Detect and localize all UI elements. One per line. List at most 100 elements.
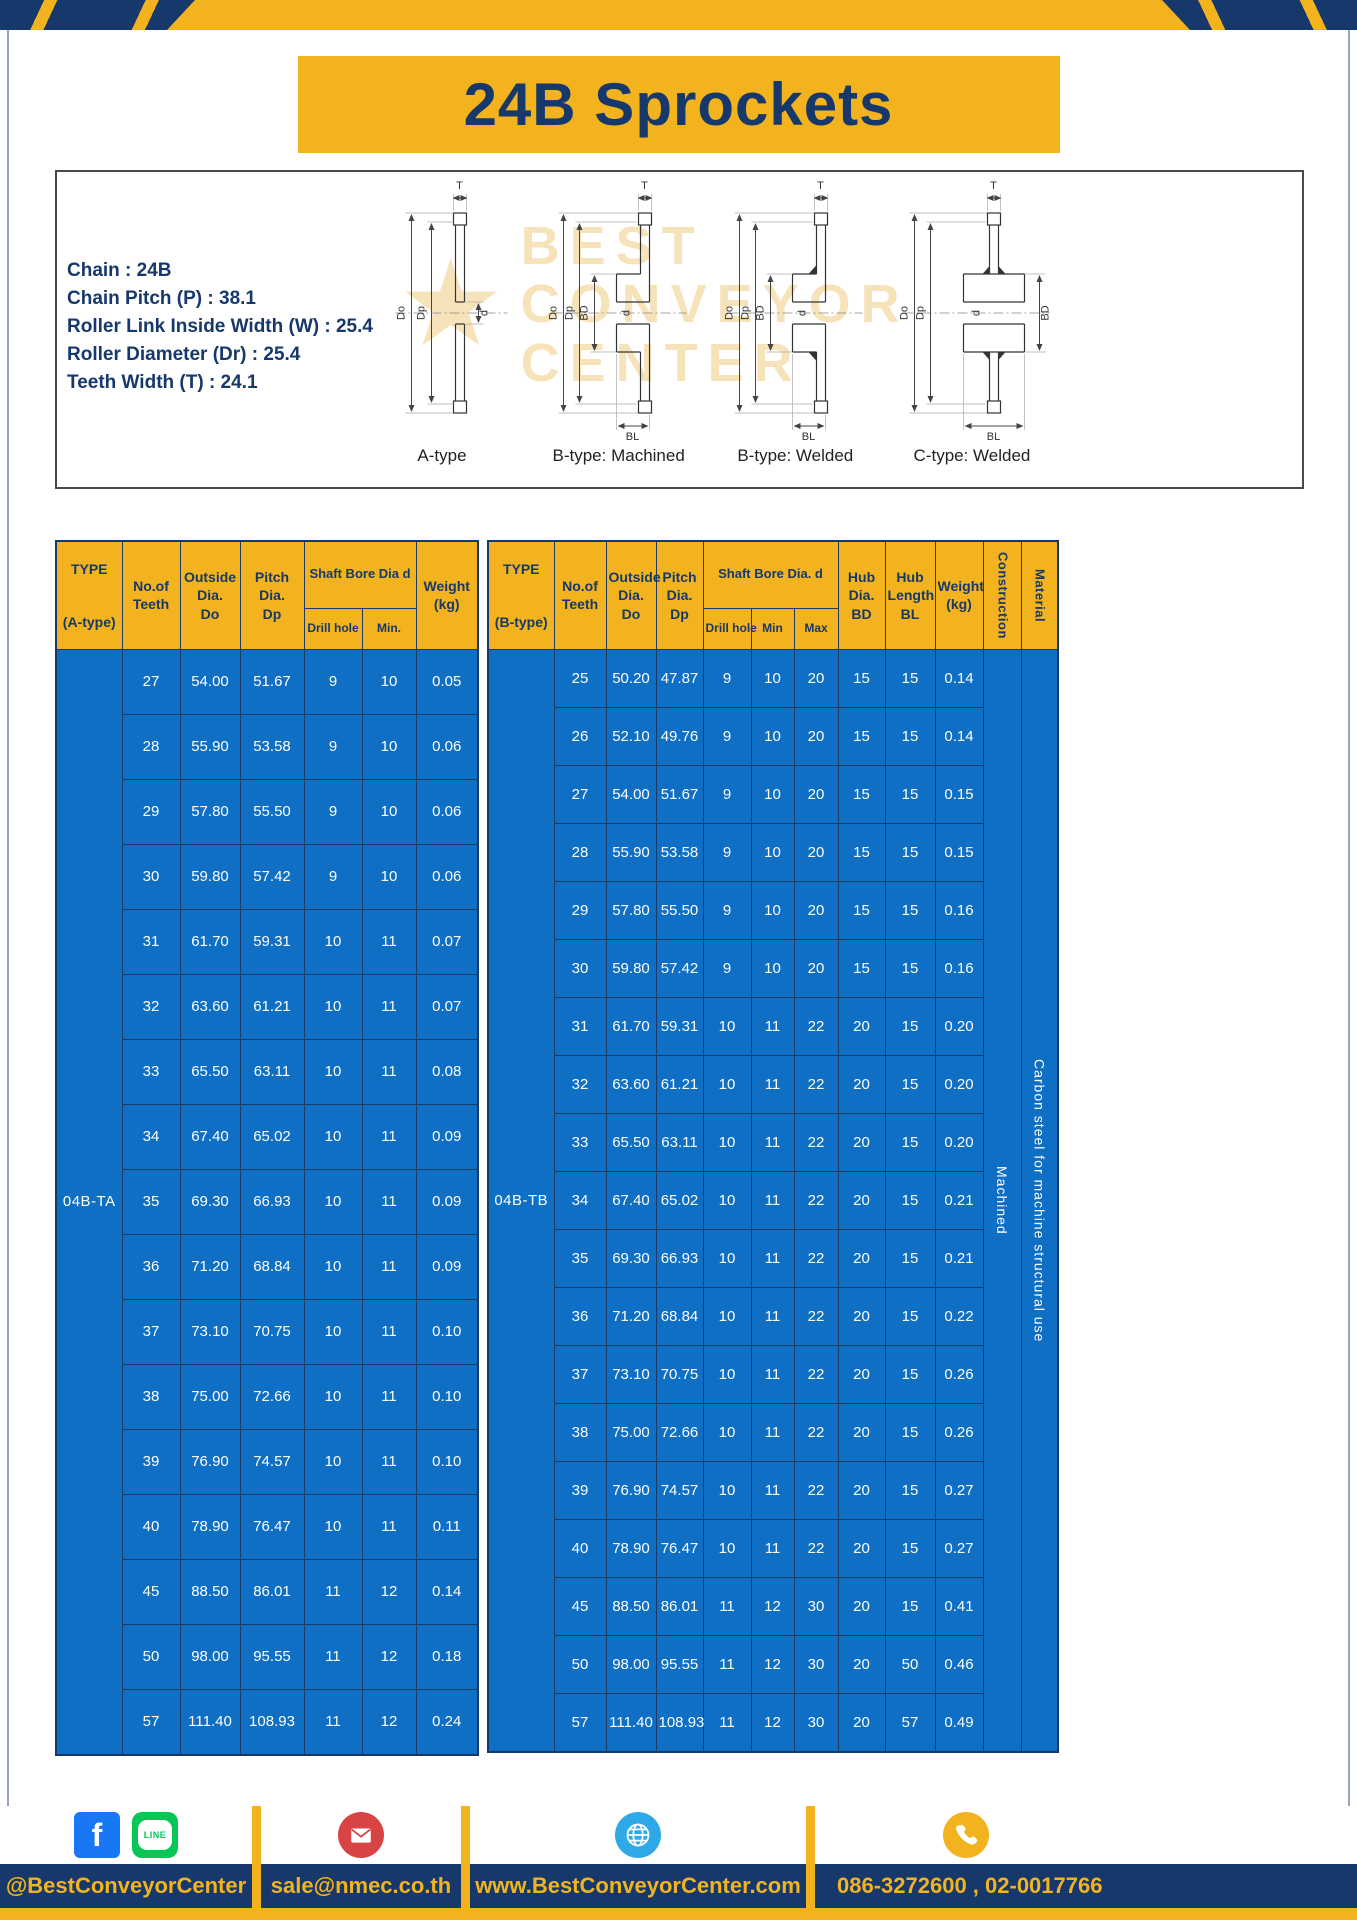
table-b-row-cell: 10 [702, 1112, 752, 1172]
table-b-row-cell: 57 [884, 1692, 936, 1753]
table-b-row-cell: 20 [837, 1402, 886, 1462]
header-hub-dia: Hub Dia. BD [837, 540, 886, 650]
table-a-row-cell: 65.50 [179, 1038, 241, 1105]
footer-separator [461, 1806, 470, 1908]
table-a-row: 37 73.10 70.75 10 11 0.10 [56, 1298, 479, 1365]
table-b-row-cell: 50 [553, 1634, 607, 1694]
table-b-row-cell: 11 [750, 1286, 795, 1346]
table-a-row-cell: 61.70 [179, 908, 241, 975]
table-b-row-cell: 15 [884, 822, 936, 882]
table-b-row: 32 63.60 61.21 10 11 22 20 15 0.20 [488, 1054, 1058, 1114]
table-a-row-cell: 0.18 [415, 1623, 479, 1690]
table-b-row-cell: 0.41 [934, 1576, 984, 1636]
table-a-row-cell: 29 [121, 778, 181, 845]
table-a-row-cell: 75.00 [179, 1363, 241, 1430]
table-b-row: 26 52.10 49.76 9 10 20 15 15 0.14 [488, 706, 1058, 766]
globe-icon [615, 1812, 661, 1858]
footer-phone-section: 086-3272600 , 02-0017766 [815, 1806, 1357, 1908]
table-b-row-cell: 86.01 [655, 1576, 704, 1636]
table-a-row-cell: 11 [303, 1623, 363, 1690]
social-handle: @BestConveyorCenter [5, 1873, 247, 1898]
dim-dp: Dp [416, 306, 428, 320]
table-b-row-cell: 0.15 [934, 764, 984, 824]
table-b-row-cell: 9 [702, 822, 752, 882]
table-a-row-cell: 36 [121, 1233, 181, 1300]
table-a-row: 28 55.90 53.58 9 10 0.06 [56, 713, 479, 780]
table-b-row-cell: 69.30 [605, 1228, 657, 1288]
table-b-row-cell: 20 [837, 1170, 886, 1230]
table-b-row: 33 65.50 63.11 10 11 22 20 15 0.20 [488, 1112, 1058, 1172]
table-b-row-cell: 20 [793, 822, 839, 882]
table-b-row-cell: 111.40 [605, 1692, 657, 1753]
table-b-row-cell: 15 [884, 1518, 936, 1578]
table-b-row-cell: 15 [837, 764, 886, 824]
table-a-row-cell: 63.11 [239, 1038, 305, 1105]
table-a-row-cell: 54.00 [179, 648, 241, 715]
table-a-row-cell: 35 [121, 1168, 181, 1235]
table-a-row: 34 67.40 65.02 10 11 0.09 [56, 1103, 479, 1170]
dim-t: T [641, 180, 648, 192]
table-b-row-cell: 0.20 [934, 1054, 984, 1114]
construction-value: Machined [982, 648, 1022, 1753]
header-weight: Weight (kg) [934, 540, 984, 650]
dim-do: Do [724, 306, 736, 320]
table-b-row-cell: 15 [884, 1054, 936, 1114]
header-pitch-dia: Pitch Dia. Dp [655, 540, 704, 650]
table-a-row-cell: 88.50 [179, 1558, 241, 1625]
table-b-row-cell: 30 [793, 1692, 839, 1753]
table-b-row-cell: 74.57 [655, 1460, 704, 1520]
table-b-row-cell: 34 [553, 1170, 607, 1230]
table-b-row-cell: 0.49 [934, 1692, 984, 1753]
table-b-row-cell: 22 [793, 1460, 839, 1520]
table-b-row-cell: 35 [553, 1228, 607, 1288]
spec-block: Chain : 24B Chain Pitch (P) : 38.1 Rolle… [67, 260, 373, 394]
table-b-row-cell: 76.90 [605, 1460, 657, 1520]
table-a-row: 30 59.80 57.42 9 10 0.06 [56, 843, 479, 910]
table-b-row-cell: 76.47 [655, 1518, 704, 1578]
table-b-row-cell: 40 [553, 1518, 607, 1578]
table-a-row-cell: 12 [361, 1623, 417, 1690]
table-b-row-cell: 22 [793, 1054, 839, 1114]
table-a-row-cell: 11 [361, 1103, 417, 1170]
table-a-row-cell: 0.09 [415, 1168, 479, 1235]
table-b-row-cell: 30 [793, 1634, 839, 1694]
table-a-row-cell: 70.75 [239, 1298, 305, 1365]
table-b-row-cell: 20 [837, 1518, 886, 1578]
table-a-type: TYPE (A-type) No.of Teeth Outside Dia. D… [55, 540, 479, 1756]
table-b-row-cell: 59.31 [655, 996, 704, 1056]
table-a-row-cell: 78.90 [179, 1493, 241, 1560]
table-b-row: 30 59.80 57.42 9 10 20 15 15 0.16 [488, 938, 1058, 998]
table-a-row-cell: 63.60 [179, 973, 241, 1040]
table-b-row-cell: 50 [884, 1634, 936, 1694]
table-b-row-cell: 12 [750, 1692, 795, 1753]
table-b-row-cell: 59.80 [605, 938, 657, 998]
table-a-row: 31 61.70 59.31 10 11 0.07 [56, 908, 479, 975]
diagram-caption: C-type: Welded [913, 446, 1031, 465]
table-b-row-cell: 15 [884, 938, 936, 998]
table-b-row-cell: 15 [884, 1576, 936, 1636]
table-a-row-cell: 57.42 [239, 843, 305, 910]
table-a-row-cell: 55.50 [239, 778, 305, 845]
table-b-row-cell: 10 [750, 938, 795, 998]
table-b-row-cell: 11 [750, 1460, 795, 1520]
table-b-row-cell: 30 [553, 938, 607, 998]
table-b-row-cell: 20 [793, 880, 839, 940]
table-a-row-cell: 10 [303, 908, 363, 975]
dim-d: d [620, 310, 632, 316]
table-a-row-cell: 111.40 [179, 1688, 241, 1756]
table-b-row-cell: 0.21 [934, 1170, 984, 1230]
table-b-row-cell: 0.22 [934, 1286, 984, 1346]
figure-c-type-welded: T Do Dp d BD BL C-type: Welded [887, 178, 1057, 466]
table-b-row-cell: 15 [837, 880, 886, 940]
table-b-row-cell: 10 [702, 1518, 752, 1578]
table-b-row-cell: 9 [702, 938, 752, 998]
table-b-row-cell: 65.02 [655, 1170, 704, 1230]
table-a-row-cell: 108.93 [239, 1688, 305, 1756]
table-a-row-cell: 11 [303, 1688, 363, 1756]
table-a-row-cell: 33 [121, 1038, 181, 1105]
table-a-row-cell: 69.30 [179, 1168, 241, 1235]
table-a-row-cell: 0.07 [415, 908, 479, 975]
table-b-row-cell: 0.21 [934, 1228, 984, 1288]
dim-bd: BD [578, 305, 590, 320]
